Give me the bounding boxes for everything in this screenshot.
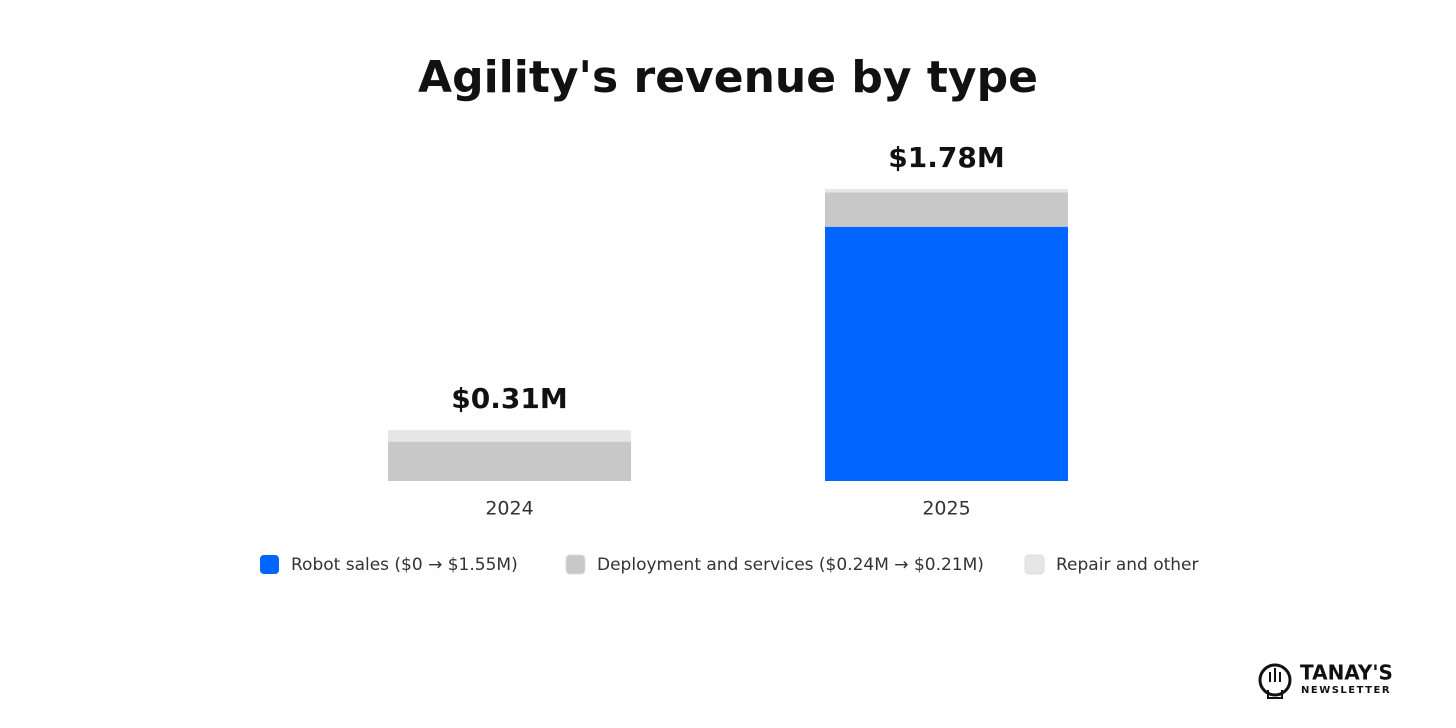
x-tick-label: 2025 xyxy=(922,498,970,520)
bar-segment xyxy=(388,441,631,481)
chart-title: Agility's revenue by type xyxy=(418,52,1038,103)
logo-icon-detail xyxy=(1267,668,1283,699)
logo-title: TANAY'S xyxy=(1300,661,1393,685)
logo-subtitle: NEWSLETTER xyxy=(1301,685,1391,696)
total-label: $0.31M xyxy=(451,382,567,415)
legend-label: Deployment and services ($0.24M → $0.21M… xyxy=(597,555,984,575)
legend-swatch xyxy=(565,554,586,575)
x-tick-label: 2024 xyxy=(485,498,533,520)
legend-swatch xyxy=(260,555,279,574)
logo-icon xyxy=(1258,663,1292,697)
total-label: $1.78M xyxy=(888,141,1004,174)
legend-swatch xyxy=(1024,554,1045,575)
bar-segment xyxy=(388,430,631,442)
legend-label: Robot sales ($0 → $1.55M) xyxy=(291,555,518,575)
bar-segment xyxy=(825,226,1068,481)
logo: TANAY'S NEWSLETTER xyxy=(1258,661,1393,699)
bar-segment xyxy=(825,192,1068,227)
bar-segment xyxy=(825,189,1068,193)
legend-label: Repair and other xyxy=(1056,555,1199,575)
